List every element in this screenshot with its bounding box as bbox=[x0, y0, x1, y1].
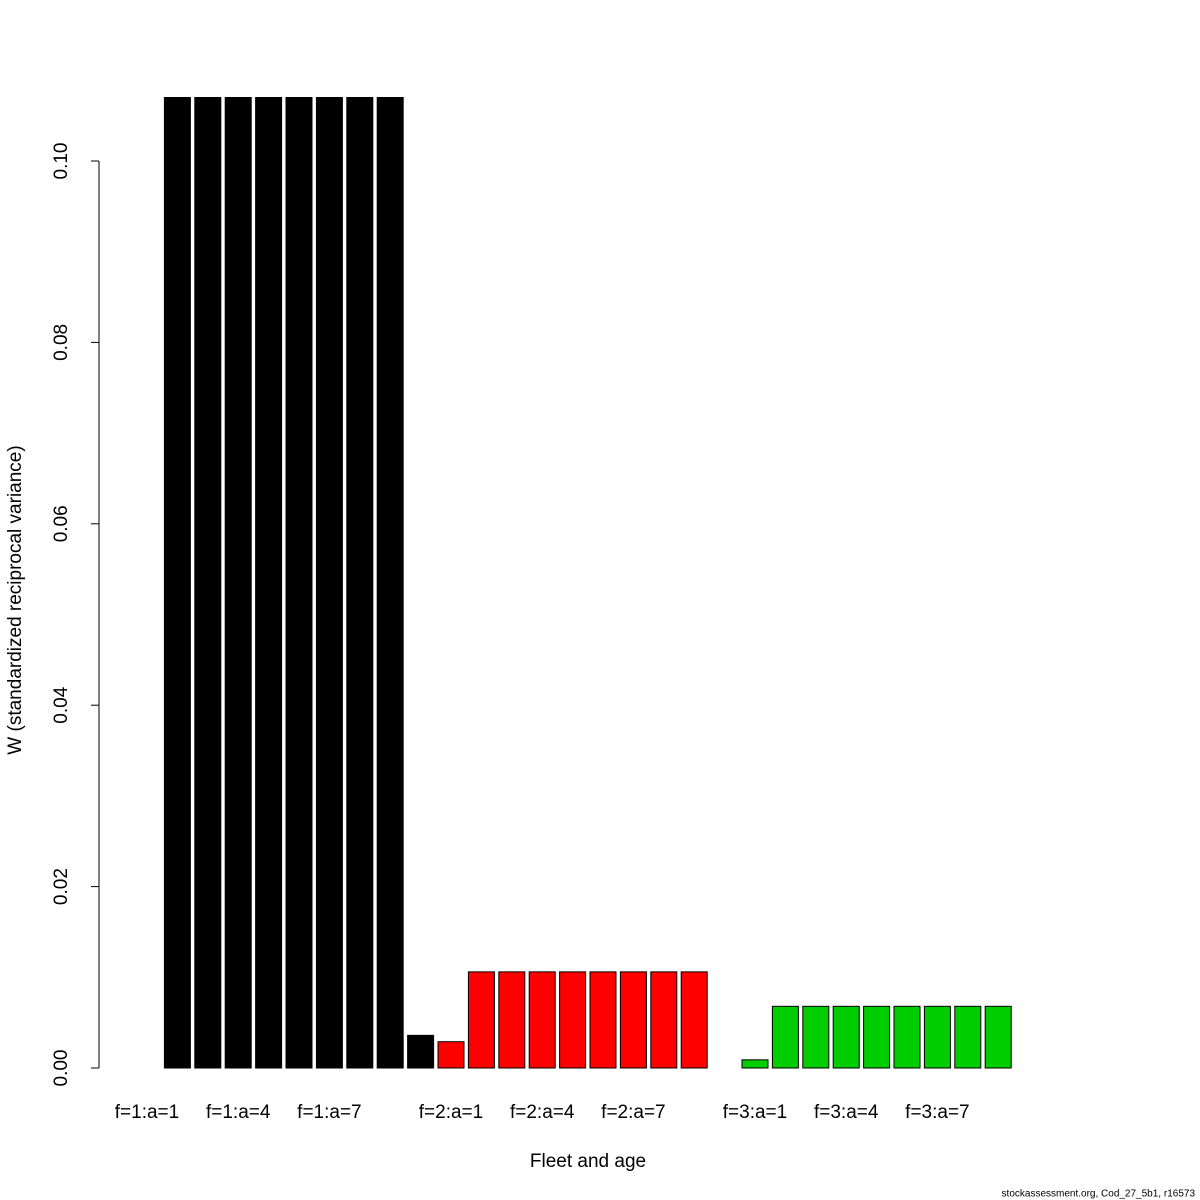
bar bbox=[528, 971, 556, 1069]
x-tick-label: f=1:a=4 bbox=[206, 1102, 271, 1123]
y-tick-label: 0.06 bbox=[51, 505, 72, 542]
bar bbox=[619, 971, 647, 1069]
x-tick-label: f=3:a=7 bbox=[905, 1102, 969, 1123]
bar bbox=[163, 97, 191, 1069]
y-tick-label: 0.00 bbox=[51, 1050, 72, 1087]
x-axis-label: Fleet and age bbox=[530, 1151, 646, 1172]
bar bbox=[255, 97, 283, 1069]
x-tick-label: f=3:a=4 bbox=[814, 1102, 879, 1123]
bar bbox=[984, 1005, 1012, 1069]
bar bbox=[407, 1034, 435, 1069]
x-tick-label: f=2:a=7 bbox=[601, 1102, 665, 1123]
bar bbox=[589, 971, 617, 1069]
bar bbox=[680, 971, 708, 1069]
bar bbox=[832, 1005, 860, 1069]
bar bbox=[954, 1005, 982, 1069]
y-tick-label: 0.04 bbox=[51, 686, 72, 723]
bar bbox=[771, 1005, 799, 1069]
bar bbox=[893, 1005, 921, 1069]
y-tick-label: 0.10 bbox=[51, 142, 72, 179]
x-tick-label: f=1:a=7 bbox=[297, 1102, 361, 1123]
bar bbox=[194, 97, 222, 1069]
bar bbox=[923, 1005, 951, 1069]
bar bbox=[559, 971, 587, 1069]
bar bbox=[863, 1005, 891, 1069]
bar bbox=[437, 1041, 465, 1069]
bar bbox=[315, 97, 343, 1069]
x-tick-label: f=2:a=1 bbox=[419, 1102, 483, 1123]
bar bbox=[741, 1059, 769, 1069]
y-tick-label: 0.08 bbox=[51, 324, 72, 361]
y-axis-label: W (standardized reciprocal variance) bbox=[5, 445, 26, 754]
y-tick-label: 0.02 bbox=[51, 868, 72, 905]
bar bbox=[650, 971, 678, 1069]
bar bbox=[498, 971, 526, 1069]
bar bbox=[467, 971, 495, 1069]
bar bbox=[376, 97, 404, 1069]
x-tick-label: f=1:a=1 bbox=[115, 1102, 179, 1123]
bar bbox=[285, 97, 313, 1069]
x-tick-label: f=3:a=1 bbox=[723, 1102, 787, 1123]
bar bbox=[346, 97, 374, 1069]
bar bbox=[802, 1005, 830, 1069]
footer: stockassessment.org, Cod_27_5b1, r16573 bbox=[1002, 1189, 1196, 1200]
x-tick-label: f=2:a=4 bbox=[510, 1102, 575, 1123]
bar bbox=[224, 97, 252, 1069]
